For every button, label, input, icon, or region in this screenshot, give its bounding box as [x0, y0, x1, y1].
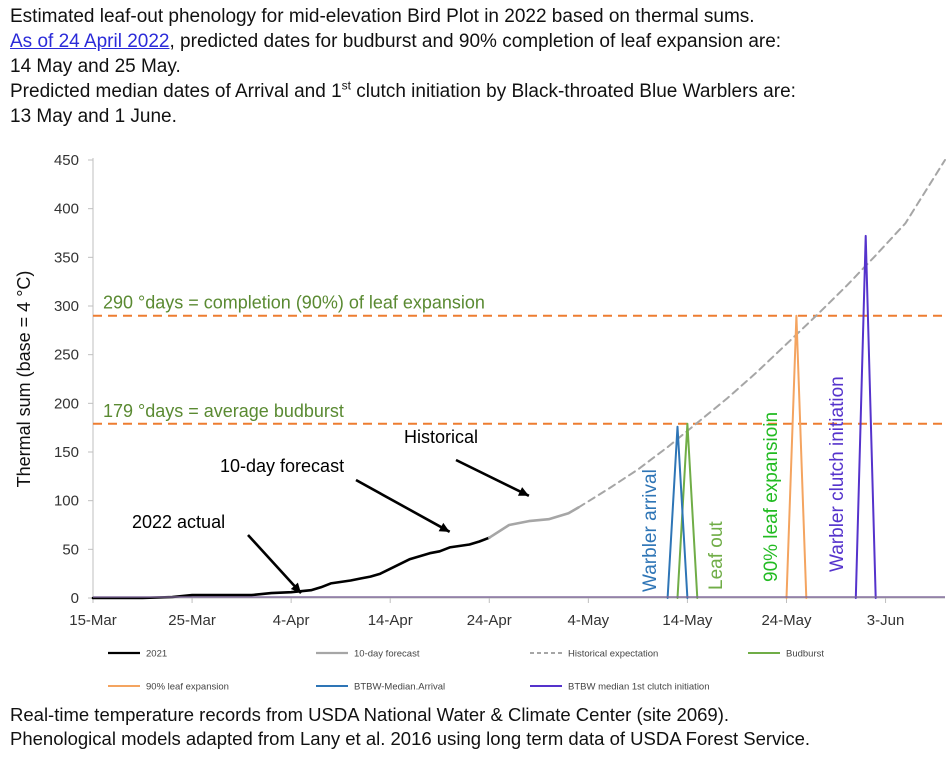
- legend-label: 2021: [146, 649, 167, 660]
- series-line: [676, 422, 699, 599]
- legend-label: 10-day forecast: [354, 649, 420, 660]
- y-tick-label: 350: [54, 249, 79, 266]
- series-line: [91, 536, 491, 600]
- x-tick-label: 4-Apr: [273, 612, 310, 629]
- series-line: [577, 159, 946, 509]
- reference-line-label: 179 °days = average budburst: [103, 401, 344, 421]
- series-line: [666, 425, 689, 599]
- event-label: 90% leaf expansioin: [761, 412, 782, 582]
- y-tick-label: 250: [54, 347, 79, 364]
- reference-line-label: 290 °days = completion (90%) of leaf exp…: [103, 293, 485, 313]
- series-line: [487, 506, 580, 540]
- header-line-4-text-a: Predicted median dates of Arrival and 1: [10, 81, 342, 102]
- header-line-4-text-b: clutch initiation by Black-throated Blue…: [350, 81, 796, 102]
- annotation-arrow: [247, 534, 303, 595]
- x-tick-label: 14-Apr: [368, 612, 413, 629]
- event-label: Leaf out: [706, 521, 727, 590]
- chart-header: Estimated leaf-out phenology for mid-ele…: [10, 4, 945, 129]
- x-tick-label: 25-Mar: [168, 612, 216, 629]
- y-axis-label: Thermal sum (base = 4 °C): [14, 271, 34, 488]
- legend-label: Budburst: [786, 649, 824, 660]
- header-line-2: As of 24 April 2022, predicted dates for…: [10, 29, 945, 54]
- x-tick-label: 14-May: [662, 612, 713, 629]
- header-line-4-sup: st: [341, 78, 351, 93]
- header-line-1: Estimated leaf-out phenology for mid-ele…: [10, 6, 755, 27]
- legend-label: Historical expectation: [568, 649, 658, 660]
- chart-footer: Real-time temperature records from USDA …: [10, 703, 810, 751]
- header-line-4: Predicted median dates of Arrival and 1s…: [10, 79, 945, 104]
- annotation-label: 10-day forecast: [220, 456, 344, 476]
- y-tick-label: 150: [54, 444, 79, 461]
- x-tick-label: 15-Mar: [69, 612, 117, 629]
- footer-line-1: Real-time temperature records from USDA …: [10, 704, 730, 725]
- x-tick-label: 24-Apr: [467, 612, 512, 629]
- header-line-3: 14 May and 25 May.: [10, 56, 181, 77]
- series-line: [785, 314, 808, 599]
- annotation-label: 2022 actual: [132, 512, 225, 532]
- as-of-date-link[interactable]: As of 24 April 2022: [10, 31, 170, 52]
- y-tick-label: 100: [54, 493, 79, 510]
- y-tick-label: 450: [54, 152, 79, 169]
- x-tick-label: 24-May: [761, 612, 812, 629]
- y-tick-label: 200: [54, 395, 79, 412]
- y-tick-label: 400: [54, 201, 79, 218]
- event-label: Warbler clutch initiation: [827, 376, 848, 572]
- annotation-label: Historical: [404, 427, 478, 447]
- thermal-sum-chart: 0 50 100 150 200 250 300 350 400 450 Thermal sum (…: [14, 152, 946, 693]
- annotation-arrowhead: [290, 582, 302, 594]
- y-tick-label: 300: [54, 298, 79, 315]
- legend-label: 90% leaf expansion: [146, 682, 229, 693]
- legend-label: BTBW median 1st clutch initiation: [568, 682, 710, 693]
- annotation-arrowhead: [438, 522, 450, 532]
- x-tick-label: 4-May: [568, 612, 610, 629]
- footer-line-2: Phenological models adapted from Lany et…: [10, 728, 811, 749]
- legend-label: BTBW-Median.Arrival: [354, 682, 445, 693]
- annotation-arrow: [355, 478, 451, 533]
- x-tick-label: 3-Jun: [867, 612, 905, 629]
- event-label: Warbler arrival: [640, 469, 661, 592]
- annotation-arrow: [455, 458, 530, 497]
- annotation-arrowhead: [517, 487, 529, 496]
- y-tick-label: 0: [71, 590, 79, 607]
- y-tick-label: 50: [62, 541, 79, 558]
- header-line-2-text: , predicted dates for budburst and 90% c…: [169, 31, 782, 52]
- series-line: [854, 234, 877, 599]
- header-line-5: 13 May and 1 June.: [10, 106, 177, 127]
